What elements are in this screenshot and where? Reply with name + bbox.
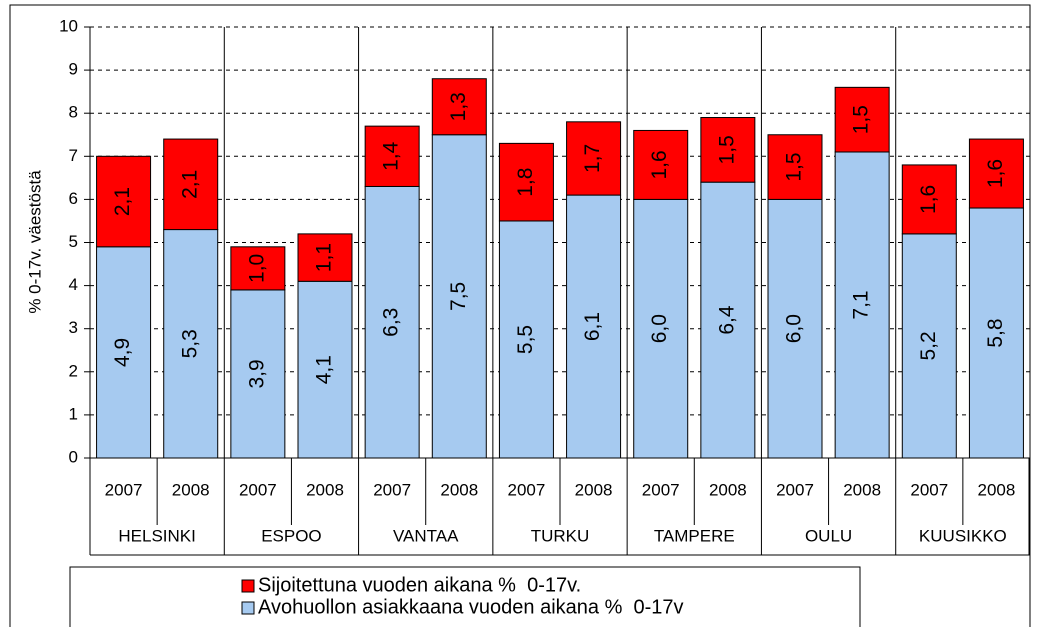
bar-segment [901,164,957,235]
y-tick-label: 4 [69,275,78,294]
group-label: TURKU [531,526,590,545]
y-tick-label: 1 [69,404,78,423]
bar-segment [230,246,286,291]
group-label: ESPOO [261,526,321,545]
bar-segment [633,129,689,200]
y-tick-label: 0 [69,447,78,466]
legend-swatch [241,601,255,615]
y-tick-label: 10 [59,16,78,35]
value-label: 5,3 [178,329,201,358]
y-tick-label: 7 [69,146,78,165]
bar-segment [163,138,219,231]
value-label: 1,5 [783,152,806,181]
bar-segment [767,134,823,200]
y-tick-label: 6 [69,189,78,208]
bar-segment [96,246,152,459]
y-tick-label: 2 [69,361,78,380]
x-tick-label: 2007 [642,480,680,499]
x-tick-label: 2007 [508,480,546,499]
x-tick-label: 2008 [306,480,344,499]
value-label: 1,1 [313,243,336,272]
x-tick-label: 2007 [910,480,948,499]
x-tick-label: 2008 [440,480,478,499]
x-tick-label: 2008 [172,480,210,499]
value-label: 1,5 [850,105,873,134]
bar-segment [566,121,622,196]
x-tick-label: 2007 [239,480,277,499]
bar-segment [700,181,756,459]
bar-segment [364,125,420,187]
value-label: 1,8 [514,168,537,197]
bar-segment [96,155,152,248]
x-tick-label: 2007 [776,480,814,499]
y-axis-label: % 0-17v. väestöstä [25,170,44,314]
x-tick-label: 2007 [105,480,143,499]
y-tick-label: 9 [69,60,78,79]
x-tick-label: 2007 [373,480,411,499]
group-label: TAMPERE [654,526,735,545]
value-label: 1,3 [447,92,470,121]
value-label: 1,6 [917,185,940,214]
value-label: 1,6 [648,150,671,179]
value-label: 6,4 [715,305,738,335]
y-tick-label: 3 [69,318,78,337]
group-label: KUUSIKKO [919,526,1007,545]
value-label: 1,6 [984,159,1007,188]
bar-segment [767,198,823,459]
bar-segment [968,207,1024,459]
value-label: 2,1 [111,187,134,216]
y-tick-label: 5 [69,232,78,251]
legend-label: Sijoitettuna vuoden aikana % 0-17v. [258,574,581,596]
bar-segment [431,78,487,136]
group-label: HELSINKI [118,526,195,545]
value-label: 7,5 [447,282,470,311]
bar-segment [968,138,1024,209]
legend-label: Avohuollon asiakkaana vuoden aikana % 0-… [258,596,684,618]
value-label: 1,4 [380,141,403,171]
bar-segment [633,198,689,459]
x-tick-label: 2008 [575,480,613,499]
value-label: 1,7 [581,144,604,173]
x-tick-label: 2008 [843,480,881,499]
bar-segment [297,233,353,282]
value-label: 5,2 [917,331,940,360]
bar-segment [901,233,957,459]
bar-segment [700,117,756,183]
value-label: 1,5 [715,135,738,164]
value-label: 1,0 [245,254,268,283]
value-label: 5,8 [984,318,1007,347]
bar-segment [364,185,420,459]
group-label: OULU [805,526,852,545]
legend-box [69,566,861,627]
y-tick-label: 8 [69,103,78,122]
bar-segment [834,86,890,153]
bar-segment [163,229,219,459]
value-label: 6,0 [783,314,806,343]
value-label: 2,1 [178,170,201,199]
group-label: VANTAA [393,526,459,545]
bar-segment [498,142,554,222]
x-tick-label: 2008 [709,480,747,499]
bar-segment [297,280,353,459]
value-label: 5,5 [514,325,537,354]
x-tick-label: 2008 [978,480,1016,499]
value-label: 6,0 [648,314,671,343]
bar-segment [230,289,286,459]
value-label: 7,1 [850,290,873,319]
bar-segment [834,151,890,459]
value-label: 6,3 [380,308,403,337]
value-label: 6,1 [581,312,604,341]
legend-swatch [241,579,255,593]
bar-segment [498,220,554,459]
value-label: 4,1 [313,355,336,384]
value-label: 3,9 [245,359,268,388]
value-label: 4,9 [111,338,134,367]
